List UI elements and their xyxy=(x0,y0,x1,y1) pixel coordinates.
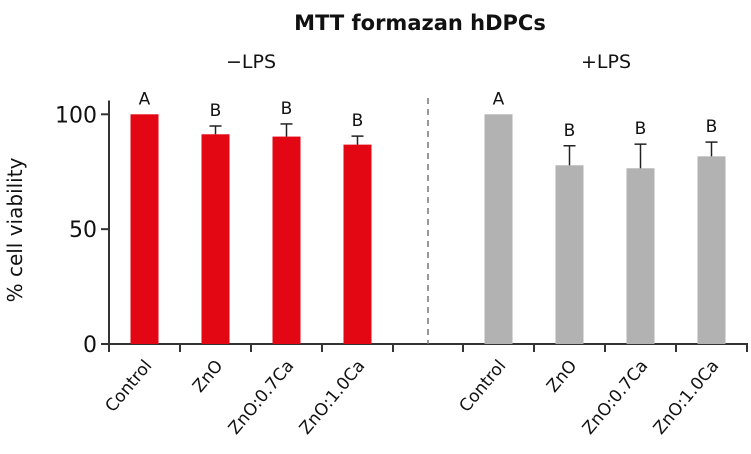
bar xyxy=(130,114,159,344)
x-tick-label: ZnO:1.0Ca xyxy=(296,356,370,438)
y-tick-label: 50 xyxy=(69,218,97,243)
significance-letter: B xyxy=(352,111,364,131)
bar xyxy=(697,156,726,344)
bar xyxy=(343,144,372,344)
x-tick-label: Control xyxy=(102,356,157,416)
x-tick-label: ZnO:0.7Ca xyxy=(579,356,653,438)
significance-letter: B xyxy=(564,121,576,141)
chart-title: MTT formazan hDPCs xyxy=(294,11,546,35)
bar xyxy=(484,114,513,344)
x-tick-label: ZnO:0.7Ca xyxy=(225,356,299,438)
x-tick-label: Control xyxy=(456,356,511,416)
bar xyxy=(626,168,655,344)
x-tick-label: ZnO xyxy=(543,356,581,396)
significance-letter: A xyxy=(493,89,505,109)
y-axis-label: % cell viability xyxy=(3,157,27,302)
significance-letter: B xyxy=(210,101,222,121)
y-tick-label: 0 xyxy=(83,333,97,358)
significance-letter: B xyxy=(635,119,647,139)
x-tick-label: ZnO:1.0Ca xyxy=(650,356,724,438)
bar xyxy=(272,136,301,344)
x-tick-label: ZnO xyxy=(189,356,227,396)
bar xyxy=(555,165,584,344)
bar xyxy=(201,134,230,344)
y-tick-label: 100 xyxy=(55,103,97,128)
group-label-plus-lps: +LPS xyxy=(581,51,631,73)
significance-letter: A xyxy=(139,89,151,109)
significance-letter: B xyxy=(281,99,293,119)
significance-letter: B xyxy=(706,117,718,137)
group-label-minus-lps: −LPS xyxy=(226,51,276,73)
